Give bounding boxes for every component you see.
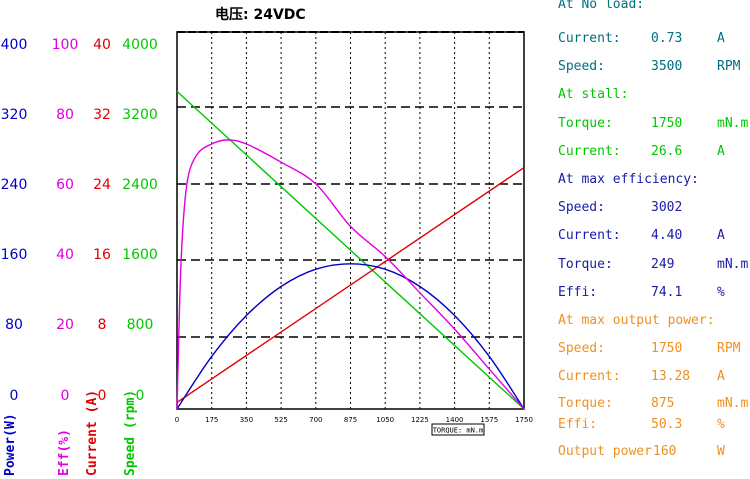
max-eff-speed-value: 3002 [651, 200, 683, 215]
no-load-current-value: 0.73 [651, 31, 683, 46]
x-tick-label: 175 [205, 416, 218, 424]
x-tick-label: 1750 [515, 416, 533, 424]
power-tick-label: 320 [0, 107, 28, 123]
max-power-effi-unit: % [717, 417, 725, 432]
no-load-speed-value: 3500 [651, 59, 683, 74]
stall-torque-label: Torque: [558, 116, 613, 131]
chart-title: 电压: 24VDC [215, 7, 306, 23]
max-power-current-unit: A [717, 369, 725, 384]
max-power-output-label: Output power [558, 444, 652, 459]
stall-torque-value: 1750 [651, 116, 683, 131]
max-power-output-unit: W [717, 444, 725, 459]
no-load-current-label: Current: [558, 31, 621, 46]
max-power-effi-label: Effi: [558, 417, 598, 432]
max-eff-current-value: 4.40 [651, 228, 683, 243]
max-power-output-value: 160 [653, 444, 677, 459]
x-axis-label: TORQUE: mN.m [433, 427, 484, 435]
speed-tick-label: 3200 [122, 107, 158, 123]
power-tick-label: 0 [9, 388, 19, 404]
max-eff-speed-label: Speed: [558, 200, 605, 215]
current-series-line [176, 167, 525, 403]
eff-tick-label: 40 [56, 247, 74, 263]
max-power-speed-unit: RPM [717, 341, 741, 356]
x-tick-label: 700 [309, 416, 322, 424]
x-tick-label: 0 [175, 416, 179, 424]
speed-tick-label: 4000 [122, 37, 158, 53]
stall-current-unit: A [717, 144, 725, 159]
no-load-speed-unit: RPM [717, 59, 741, 74]
max-power-effi-value: 50.3 [651, 417, 683, 432]
current-tick-label: 40 [93, 37, 111, 53]
max-eff-torque-label: Torque: [558, 257, 613, 272]
stall-current-label: Current: [558, 144, 621, 159]
max-power-torque-label: Torque: [558, 396, 613, 411]
power-tick-label: 240 [0, 177, 28, 193]
x-tick-label: 1575 [480, 416, 498, 424]
power-tick-label: 160 [0, 247, 28, 263]
stall-current-value: 26.6 [651, 144, 683, 159]
speed-tick-label: 2400 [122, 177, 158, 193]
stall-torque-unit: mN.m [717, 116, 749, 131]
eff-tick-label: 0 [60, 388, 70, 404]
current-tick-label: 24 [93, 177, 111, 193]
max-eff-current-label: Current: [558, 228, 621, 243]
speed-tick-label: 1600 [122, 247, 158, 263]
no-load-heading: At No load: [558, 0, 645, 12]
max-power-current-value: 13.28 [651, 369, 691, 384]
speed-tick-label: 800 [126, 317, 154, 333]
power-tick-label: 80 [5, 317, 23, 333]
no-load-current-unit: A [717, 31, 725, 46]
eff-tick-label: 100 [51, 37, 79, 53]
x-tick-label: 525 [274, 416, 287, 424]
max-power-torque-value: 875 [651, 396, 675, 411]
max-power-torque-unit: mN.m [717, 396, 749, 411]
eff-tick-label: 60 [56, 177, 74, 193]
eff-tick-label: 20 [56, 317, 74, 333]
x-tick-label: 350 [240, 416, 253, 424]
x-tick-label: 1050 [376, 416, 394, 424]
stall-heading: At stall: [558, 87, 629, 102]
power-series-line [176, 263, 525, 410]
x-axis-label-box [431, 423, 485, 436]
no-load-speed-label: Speed: [558, 59, 605, 74]
current-tick-label: 32 [93, 107, 111, 123]
speed-series-line [176, 90, 525, 410]
max-eff-torque-value: 249 [651, 257, 675, 272]
max-power-speed-value: 1750 [651, 341, 683, 356]
current-tick-label: 16 [93, 247, 111, 263]
current-tick-label: 0 [97, 388, 107, 404]
speed-tick-label: 0 [135, 388, 145, 404]
eff-series-line [176, 139, 525, 410]
max-eff-effi-unit: % [717, 285, 725, 300]
x-tick-label: 1400 [446, 416, 464, 424]
x-tick-label: 1225 [411, 416, 429, 424]
current-tick-label: 8 [97, 317, 107, 333]
max-eff-current-unit: A [717, 228, 725, 243]
max-power-heading: At max output power: [558, 313, 715, 328]
max-power-current-label: Current: [558, 369, 621, 384]
max-eff-effi-label: Effi: [558, 285, 598, 300]
max-eff-torque-unit: mN.m [717, 257, 749, 272]
max-eff-effi-value: 74.1 [651, 285, 683, 300]
max-power-speed-label: Speed: [558, 341, 605, 356]
max-eff-heading: At max efficiency: [558, 172, 699, 187]
eff-tick-label: 80 [56, 107, 74, 123]
x-tick-label: 875 [344, 416, 357, 424]
power-tick-label: 400 [0, 37, 28, 53]
